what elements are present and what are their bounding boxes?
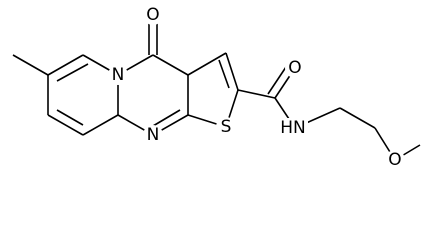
- atom-label: O: [288, 58, 301, 78]
- atom-label: HN: [280, 118, 306, 138]
- atom-label: O: [146, 5, 159, 25]
- atom-label: N: [147, 125, 160, 145]
- page: O N N S O HN O (() => { const data = JSO…: [12, 5, 421, 170]
- label-backgrounds: [108, 5, 405, 170]
- atom-label: S: [221, 117, 232, 137]
- structure: O N N S O HN O: [12, 5, 421, 170]
- bonds: [12, 15, 421, 161]
- atom-label: N: [112, 65, 125, 85]
- atom-label: O: [388, 150, 401, 170]
